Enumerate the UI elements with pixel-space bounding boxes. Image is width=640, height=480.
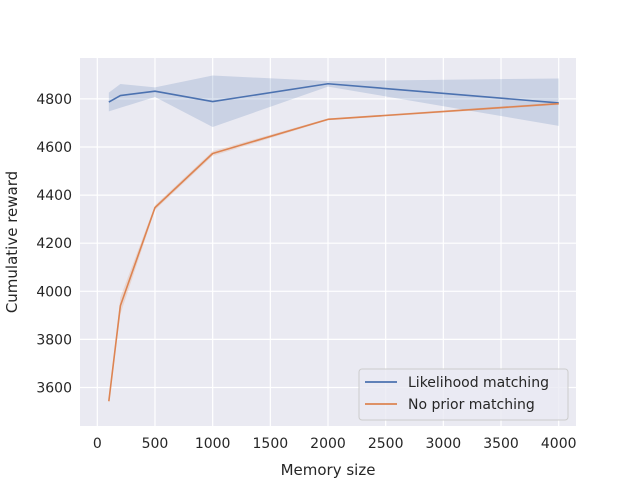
- legend-label-1: Likelihood matching: [408, 375, 549, 391]
- y-tick-label: 3600: [36, 381, 72, 397]
- y-tick-label: 3800: [36, 332, 72, 348]
- legend-box: [358, 368, 569, 421]
- series-lines: [108, 82, 559, 402]
- y-tick-label: 4400: [36, 188, 72, 204]
- x-tick-label: 500: [142, 436, 169, 452]
- x-tick-labels: 0 500 1000 1500 2000 2500 3000 3500 4000: [93, 436, 577, 452]
- y-axis-label: Cumulative reward: [3, 171, 21, 313]
- y-tick-label: 4000: [36, 284, 72, 300]
- y-tick-labels: 3600 3800 4000 4200 4400 4600 4800: [36, 92, 72, 397]
- x-tick-label: 3000: [426, 436, 462, 452]
- series-line-2: [108, 102, 559, 402]
- x-tick-label: 1000: [195, 436, 231, 452]
- confidence-band-1: [108, 75, 559, 128]
- legend-label-2: No prior matching: [408, 397, 535, 413]
- y-tick-label: 4200: [36, 236, 72, 252]
- x-axis-label: Memory size: [281, 461, 376, 479]
- x-tick-label: 3500: [483, 436, 519, 452]
- x-tick-label: 4000: [541, 436, 577, 452]
- x-tick-label: 2500: [368, 436, 404, 452]
- confidence-bands: [108, 75, 559, 402]
- x-tick-label: 0: [93, 436, 102, 452]
- x-tick-label: 1500: [253, 436, 289, 452]
- y-tick-label: 4600: [36, 140, 72, 156]
- legend: Likelihood matching No prior matching: [358, 368, 569, 421]
- x-tick-label: 2000: [310, 436, 346, 452]
- y-tick-label: 4800: [36, 92, 72, 108]
- series-line-1: [108, 82, 559, 104]
